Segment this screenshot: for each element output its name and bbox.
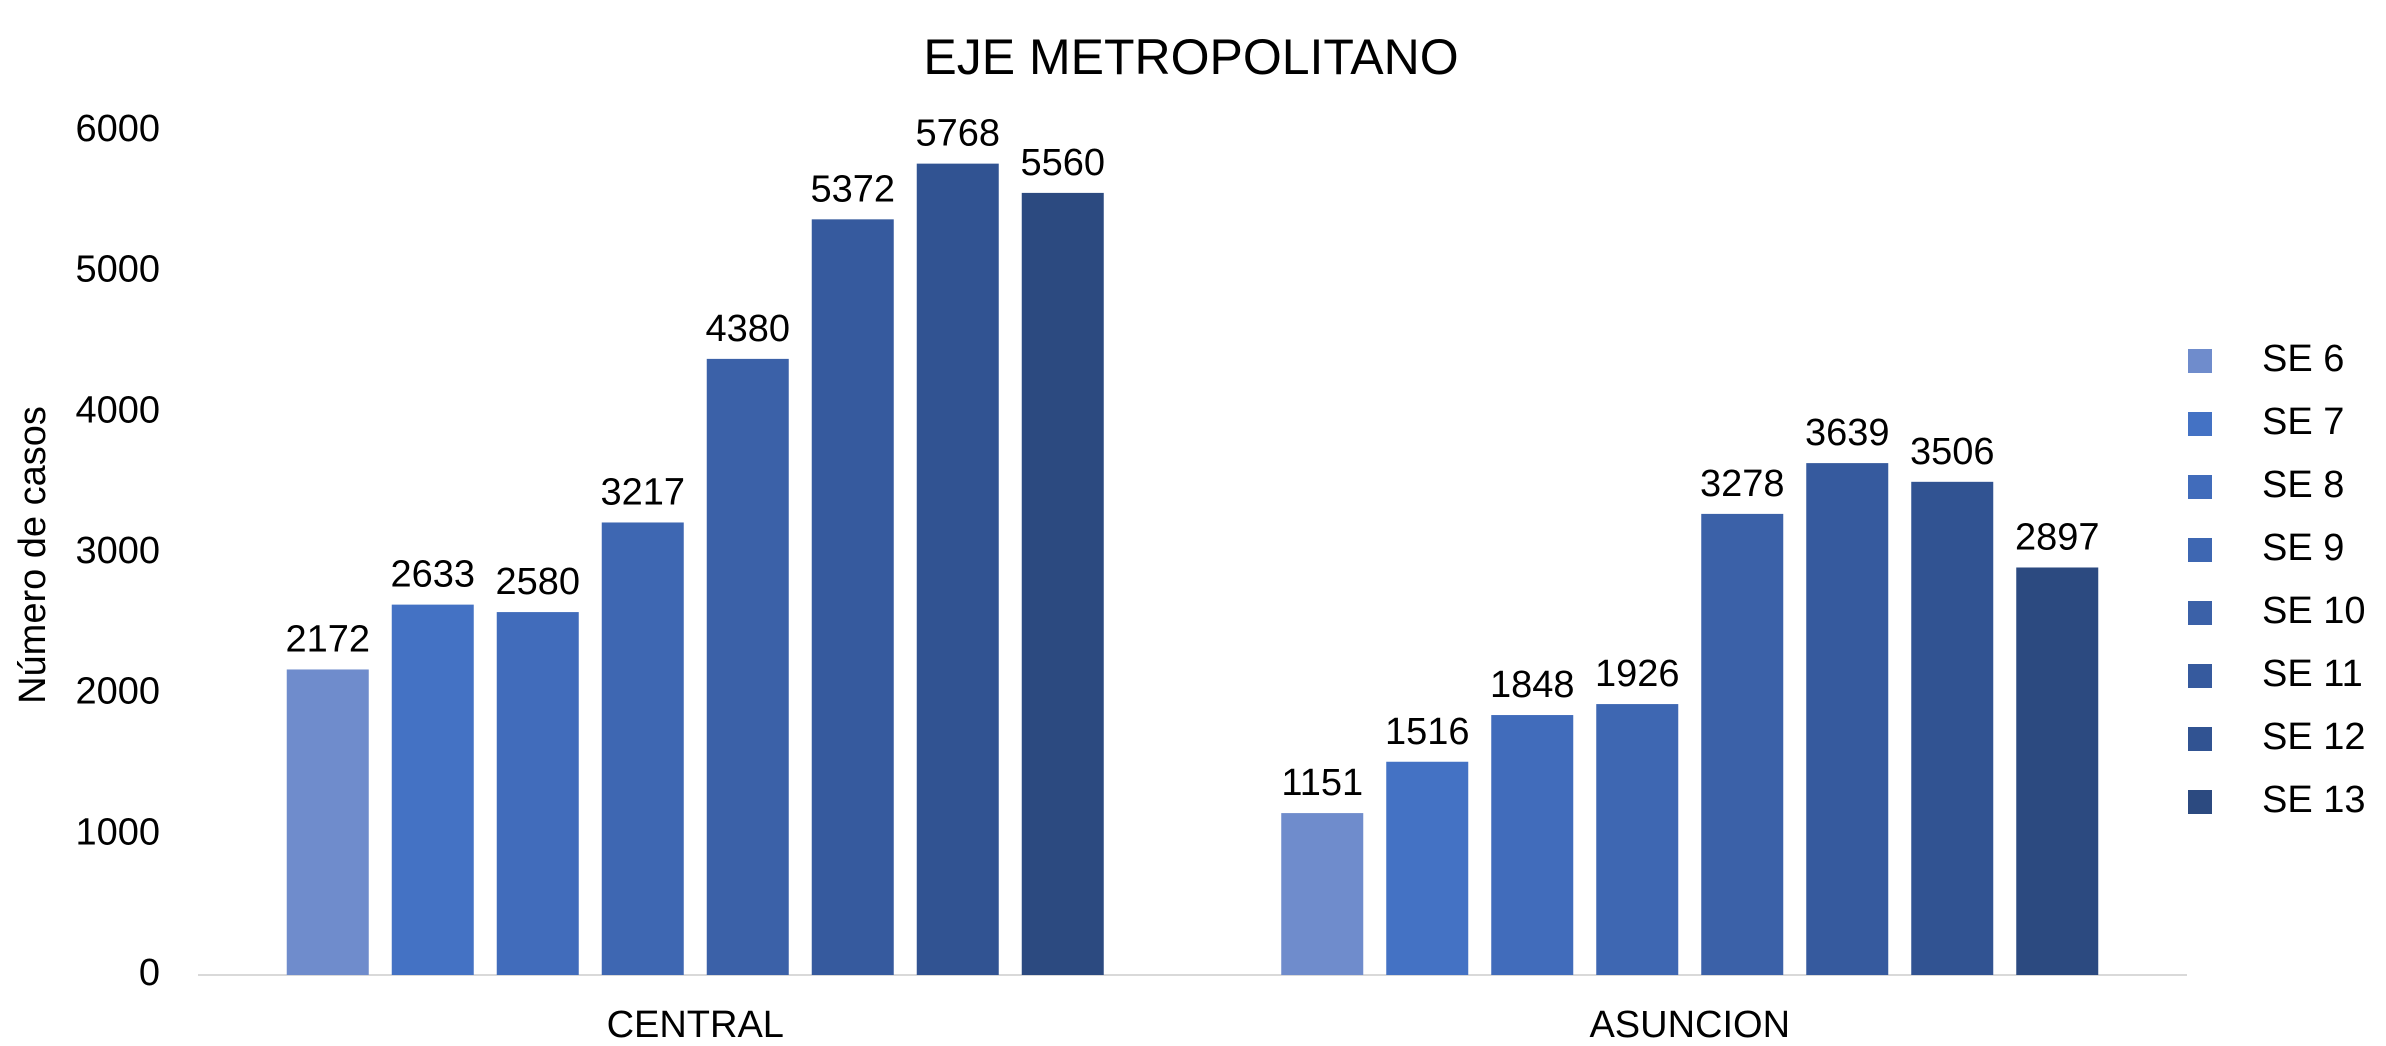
legend-label: SE 10 xyxy=(2262,590,2366,632)
data-label: 3278 xyxy=(1700,463,1785,505)
legend-label: SE 6 xyxy=(2262,338,2344,380)
bar xyxy=(706,358,789,975)
data-label: 5372 xyxy=(810,168,895,210)
y-tick-label: 4000 xyxy=(75,389,160,431)
data-label: 2897 xyxy=(2015,517,2100,559)
data-label: 1926 xyxy=(1595,653,1680,695)
legend-swatch xyxy=(2188,538,2212,562)
bar xyxy=(601,522,684,975)
y-tick-label: 3000 xyxy=(75,530,160,572)
bar xyxy=(1281,813,1364,975)
legend-swatch xyxy=(2188,727,2212,751)
data-label: 3217 xyxy=(600,472,685,514)
y-axis-label: Número de casos xyxy=(12,406,54,704)
legend-label: SE 7 xyxy=(2262,401,2344,443)
bar xyxy=(286,669,369,975)
data-label: 2172 xyxy=(285,619,370,661)
data-label: 5560 xyxy=(1020,142,1105,184)
data-label: 1151 xyxy=(1281,762,1363,804)
legend-swatch xyxy=(2188,349,2212,373)
legend-label: SE 11 xyxy=(2262,653,2363,695)
legend-swatch xyxy=(2188,412,2212,436)
x-tick-label: ASUNCION xyxy=(1589,1004,1790,1046)
bar xyxy=(391,604,474,975)
legend-swatch xyxy=(2188,664,2212,688)
data-label: 2633 xyxy=(390,554,475,596)
y-tick-label: 5000 xyxy=(75,249,160,291)
bar xyxy=(1701,513,1784,975)
bar xyxy=(916,163,999,976)
bar xyxy=(1021,192,1104,976)
data-label: 3506 xyxy=(1910,431,1995,473)
y-tick-label: 1000 xyxy=(75,811,160,853)
bar xyxy=(1806,463,1889,975)
bar xyxy=(1386,761,1469,975)
bar xyxy=(2016,567,2099,975)
bar xyxy=(1596,704,1679,975)
data-label: 1516 xyxy=(1385,711,1470,753)
y-tick-label: 0 xyxy=(139,952,160,994)
legend-label: SE 12 xyxy=(2262,716,2366,758)
y-tick-label: 2000 xyxy=(75,671,160,713)
chart-title: EJE METROPOLITANO xyxy=(923,29,1458,85)
data-label: 4380 xyxy=(705,308,790,350)
bar xyxy=(496,612,579,975)
bar xyxy=(811,219,894,975)
legend-swatch xyxy=(2188,475,2212,499)
legend-label: SE 8 xyxy=(2262,464,2344,506)
legend-swatch xyxy=(2188,601,2212,625)
bar xyxy=(1491,715,1574,975)
bar xyxy=(1911,481,1994,975)
data-label: 3639 xyxy=(1805,412,1890,454)
data-label: 1848 xyxy=(1490,664,1575,706)
y-tick-label: 6000 xyxy=(75,108,160,150)
data-label: 2580 xyxy=(495,561,580,603)
legend-swatch xyxy=(2188,790,2212,814)
legend-label: SE 9 xyxy=(2262,527,2344,569)
x-tick-label: CENTRAL xyxy=(607,1004,784,1046)
legend-label: SE 13 xyxy=(2262,779,2366,821)
data-label: 5768 xyxy=(915,113,1000,155)
